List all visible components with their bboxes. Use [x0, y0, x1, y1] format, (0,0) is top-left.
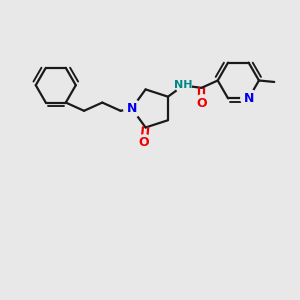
Text: O: O [196, 97, 207, 110]
Text: N: N [244, 92, 254, 105]
Text: NH: NH [174, 80, 193, 91]
Text: N: N [127, 102, 137, 115]
Text: O: O [139, 136, 149, 149]
